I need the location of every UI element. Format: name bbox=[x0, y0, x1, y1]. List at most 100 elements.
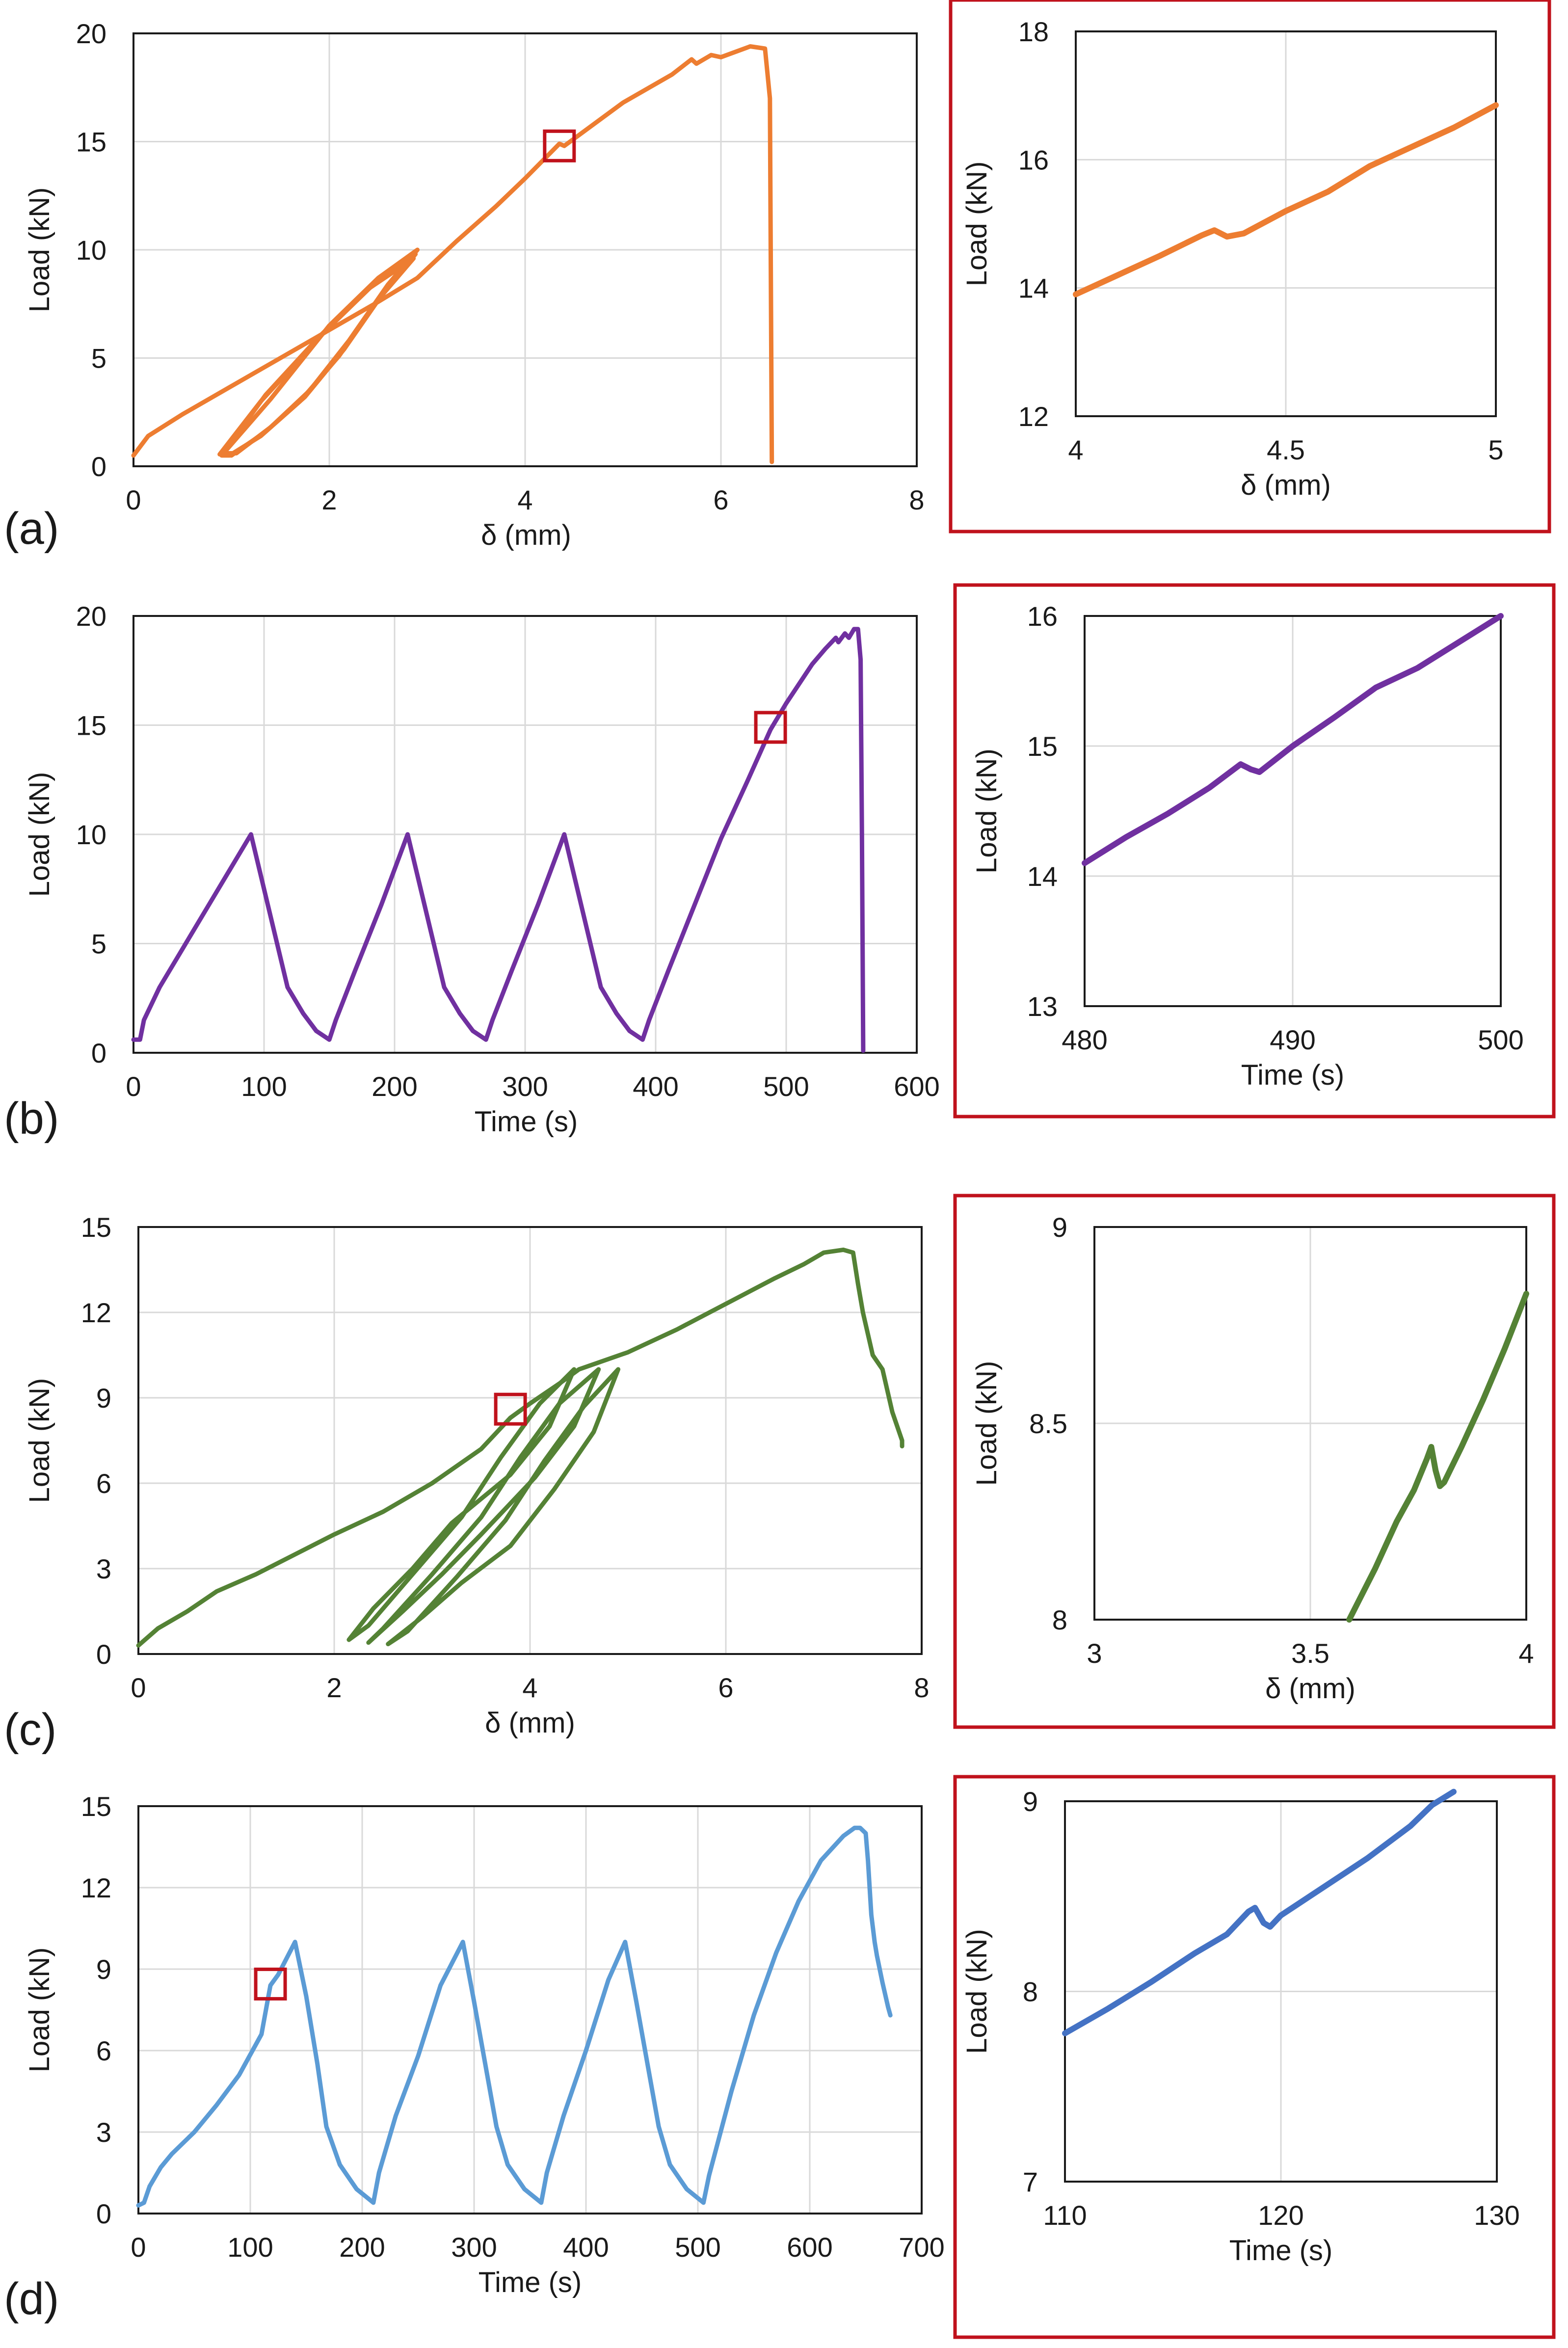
y-tick-label: 10 bbox=[76, 819, 106, 850]
series-line-4 bbox=[219, 256, 416, 458]
y-tick-label: 9 bbox=[1023, 1786, 1038, 1817]
series-line-4 bbox=[386, 1367, 621, 1647]
zoom-marker bbox=[754, 711, 787, 744]
chart-a-inset: 4 4.5 5 12 14 16 18 δ (mm) Load (kN) bbox=[961, 16, 1504, 501]
x-tick-label: 600 bbox=[894, 1071, 939, 1102]
series-line-1 bbox=[136, 1247, 904, 1648]
plot-border bbox=[133, 615, 918, 1054]
chart-d-inset: 110 120 130 7 8 9 Time (s) Load (kN) bbox=[961, 1786, 1520, 2267]
y-tick-label: 6 bbox=[96, 2035, 111, 2066]
y-tick-label: 8.5 bbox=[1029, 1408, 1067, 1439]
x-axis-label: δ (mm) bbox=[1241, 469, 1331, 501]
x-tick-label: 2 bbox=[321, 484, 337, 515]
x-tick-label: 4 bbox=[1518, 1638, 1534, 1669]
x-tick-label: 110 bbox=[1043, 2200, 1087, 2231]
x-tick-label: 490 bbox=[1270, 1024, 1315, 1055]
x-tick-label: 4.5 bbox=[1267, 434, 1305, 465]
y-tick-label: 15 bbox=[1027, 731, 1058, 762]
panel-letter-a: (a) bbox=[4, 504, 59, 554]
y-axis-label: Load (kN) bbox=[24, 187, 55, 313]
series-line-1 bbox=[1073, 102, 1499, 297]
panel-letter-b: (b) bbox=[4, 1094, 59, 1144]
x-tick-label: 0 bbox=[131, 1672, 146, 1703]
x-tick-label: 300 bbox=[451, 2232, 497, 2263]
plot-border bbox=[1064, 1800, 1498, 2183]
y-tick-label: 20 bbox=[76, 601, 106, 632]
y-tick-label: 7 bbox=[1023, 2166, 1038, 2197]
x-tick-label: 480 bbox=[1062, 1024, 1107, 1055]
y-tick-label: 15 bbox=[81, 1212, 111, 1243]
plot-border bbox=[1084, 615, 1502, 1007]
chart-c-main: 0 2 4 6 8 0 3 6 9 12 15 δ (mm) Load (kN) bbox=[24, 1212, 930, 1739]
y-tick-label: 12 bbox=[81, 1872, 111, 1903]
y-axis-label: Load (kN) bbox=[961, 161, 993, 287]
zoom-marker bbox=[494, 1392, 527, 1426]
panel-letter-c: (c) bbox=[4, 1705, 56, 1755]
y-tick-label: 20 bbox=[76, 18, 106, 49]
y-axis-label: Load (kN) bbox=[971, 1361, 1003, 1486]
y-tick-label: 0 bbox=[91, 451, 106, 482]
x-tick-label: 200 bbox=[372, 1071, 417, 1102]
y-axis-label: Load (kN) bbox=[24, 1948, 55, 2073]
series-line-1 bbox=[1346, 1291, 1529, 1623]
panel-letter-d: (d) bbox=[4, 2274, 59, 2324]
x-tick-label: 0 bbox=[126, 1071, 141, 1102]
inset-frames bbox=[949, 0, 1556, 2339]
x-tick-label: 3.5 bbox=[1291, 1638, 1329, 1669]
y-tick-label: 9 bbox=[96, 1954, 111, 1985]
plot-border bbox=[137, 1805, 923, 2215]
chart-b-inset: 480 490 500 13 14 15 16 Time (s) Load (kN) bbox=[971, 601, 1524, 1091]
chart-a-main: 0 2 4 6 8 0 5 10 15 20 δ (mm) Load (kN) bbox=[24, 18, 925, 551]
plot-border bbox=[133, 32, 918, 467]
x-tick-label: 120 bbox=[1258, 2200, 1303, 2231]
chart-b-main: 0 100 200 300 400 500 600 0 5 10 15 20 Time (s) Load … bbox=[24, 601, 940, 1138]
x-tick-label: 600 bbox=[787, 2232, 832, 2263]
y-tick-label: 9 bbox=[1052, 1212, 1067, 1243]
x-axis-label: Time (s) bbox=[475, 1106, 578, 1138]
series-line-1 bbox=[131, 627, 866, 1053]
zoom-marker bbox=[254, 1967, 287, 2001]
x-tick-label: 4 bbox=[522, 1672, 537, 1703]
chart-d-main: 0 100 200 300 400 500 600 700 0 3 6 9 12 15 Time (s) Lo… bbox=[24, 1791, 945, 2298]
x-tick-label: 500 bbox=[1478, 1024, 1523, 1055]
y-tick-label: 3 bbox=[96, 2117, 111, 2148]
y-tick-label: 13 bbox=[1027, 991, 1058, 1022]
y-tick-label: 12 bbox=[81, 1297, 111, 1328]
y-tick-label: 15 bbox=[81, 1791, 111, 1822]
y-tick-label: 8 bbox=[1052, 1604, 1067, 1635]
x-tick-label: 8 bbox=[909, 484, 924, 515]
y-tick-label: 12 bbox=[1018, 401, 1049, 432]
x-axis-label: δ (mm) bbox=[1265, 1673, 1355, 1705]
y-tick-label: 14 bbox=[1018, 273, 1049, 304]
y-tick-label: 15 bbox=[76, 710, 106, 741]
x-tick-label: 3 bbox=[1087, 1638, 1102, 1669]
x-tick-label: 400 bbox=[563, 2232, 609, 2263]
x-tick-label: 200 bbox=[339, 2232, 385, 2263]
y-tick-label: 0 bbox=[96, 1639, 111, 1670]
plot-area bbox=[138, 1806, 922, 2214]
y-tick-label: 16 bbox=[1027, 601, 1058, 632]
y-tick-label: 3 bbox=[96, 1553, 111, 1584]
inset-frame-b bbox=[953, 583, 1556, 1119]
y-tick-label: 18 bbox=[1018, 16, 1049, 47]
series-line-1 bbox=[1082, 613, 1504, 866]
series-line-1 bbox=[136, 1825, 893, 2208]
y-axis-label: Load (kN) bbox=[24, 772, 55, 897]
zoom-marker bbox=[543, 129, 576, 162]
x-tick-label: 700 bbox=[899, 2232, 944, 2263]
x-axis-label: Time (s) bbox=[478, 2267, 582, 2298]
x-axis-label: Time (s) bbox=[1229, 2235, 1332, 2267]
plot-border bbox=[137, 1226, 923, 1655]
plot-border bbox=[1093, 1226, 1527, 1621]
x-tick-label: 4 bbox=[1068, 434, 1083, 465]
inset-frame-d bbox=[953, 1775, 1556, 2339]
x-tick-label: 6 bbox=[718, 1672, 733, 1703]
y-tick-label: 0 bbox=[96, 2198, 111, 2229]
chart-c-inset: 3 3.5 4 8 8.5 9 δ (mm) Load (kN) bbox=[971, 1212, 1534, 1705]
inset-frame-a bbox=[949, 0, 1551, 534]
x-tick-label: 400 bbox=[633, 1071, 678, 1102]
plot-border bbox=[1075, 30, 1497, 417]
x-tick-label: 300 bbox=[502, 1071, 548, 1102]
series-line-1 bbox=[131, 44, 774, 464]
